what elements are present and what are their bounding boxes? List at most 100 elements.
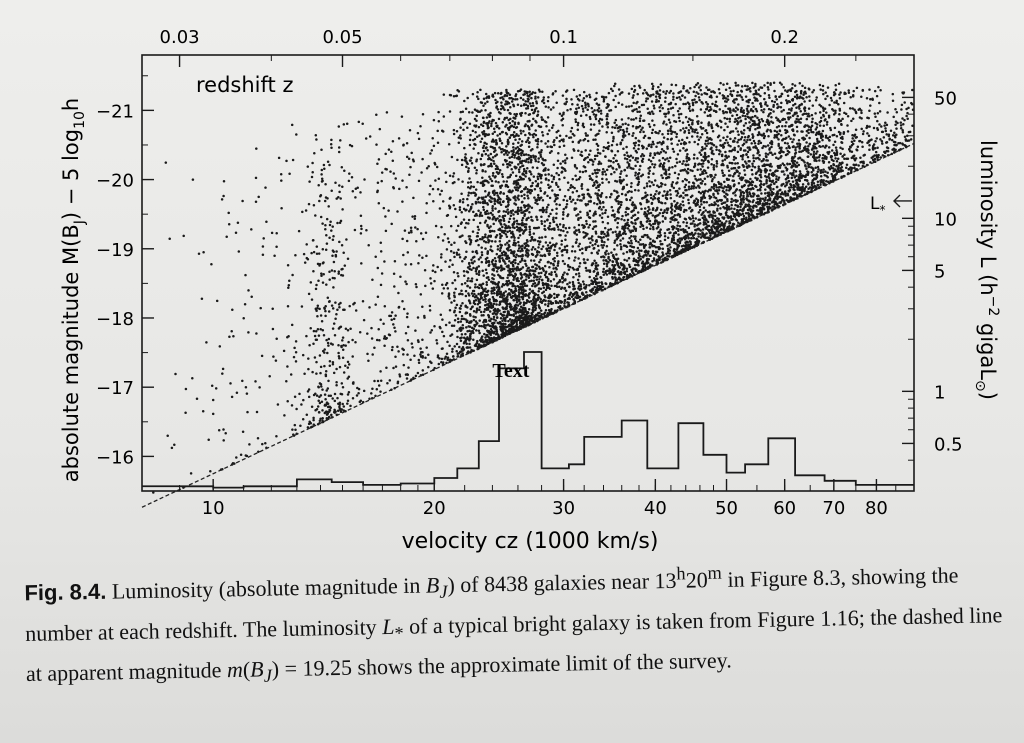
galaxy-point [491,206,494,210]
galaxy-point [406,312,409,315]
galaxy-point [528,211,531,214]
galaxy-point [478,237,482,241]
galaxy-point [316,315,319,318]
galaxy-point [514,256,518,259]
galaxy-point [500,173,504,176]
galaxy-point [421,356,424,359]
galaxy-point [335,197,338,200]
galaxy-point [506,204,509,208]
galaxy-point [456,329,459,333]
galaxy-point [293,346,296,350]
galaxy-point [487,113,491,116]
galaxy-point [464,294,468,298]
galaxy-point [592,269,596,273]
galaxy-point [490,249,494,253]
galaxy-point [329,143,333,146]
galaxy-point [619,243,622,246]
galaxy-point [480,260,484,264]
galaxy-point [508,97,512,100]
galaxy-point [494,101,498,105]
galaxy-point [536,193,540,197]
galaxy-point [517,223,521,226]
galaxy-point [486,121,489,125]
galaxy-point [631,201,635,204]
galaxy-point [412,196,415,200]
galaxy-point [634,174,637,177]
galaxy-point [580,104,584,108]
galaxy-point [575,238,579,241]
galaxy-point [326,417,329,420]
galaxy-point [483,289,486,293]
galaxy-point [492,292,496,295]
galaxy-point [475,310,478,314]
galaxy-point [504,290,507,293]
galaxy-point [482,104,485,107]
galaxy-point [461,180,464,183]
galaxy-point [314,214,317,217]
galaxy-point [507,140,510,144]
galaxy-point [527,292,531,296]
galaxy-point [410,342,414,345]
galaxy-point [486,341,489,344]
galaxy-point [376,266,380,270]
galaxy-point [516,89,520,93]
galaxy-point [317,252,321,255]
galaxy-point [517,186,520,190]
galaxy-point [548,287,552,291]
galaxy-point [441,200,445,203]
galaxy-point [552,220,555,224]
galaxy-point [502,317,506,320]
galaxy-point [704,129,707,132]
galaxy-point [546,194,549,198]
galaxy-point [490,329,494,333]
galaxy-point [453,345,456,348]
galaxy-point [515,323,519,326]
galaxy-point [505,305,509,308]
galaxy-point [391,159,395,162]
galaxy-point [628,198,632,202]
galaxy-point [482,239,486,243]
galaxy-point [421,338,424,342]
galaxy-point [487,264,491,268]
galaxy-point [337,150,341,154]
galaxy-point [313,334,317,338]
galaxy-point [453,278,457,282]
galaxy-point [521,216,525,220]
galaxy-point [344,327,348,330]
galaxy-point [518,137,521,141]
galaxy-point [433,163,437,166]
galaxy-point [572,88,576,92]
galaxy-point [452,271,456,274]
galaxy-point [587,153,591,156]
galaxy-point [492,315,496,319]
galaxy-point [520,273,523,277]
galaxy-point [413,215,417,218]
galaxy-point [489,211,493,215]
galaxy-point [446,237,450,240]
galaxy-point [705,131,709,135]
galaxy-point [405,141,409,145]
galaxy-point [498,303,501,307]
galaxy-point [499,236,502,240]
galaxy-point [344,344,347,347]
galaxy-point [455,229,458,232]
galaxy-point [445,361,448,365]
galaxy-point [613,241,616,245]
galaxy-point [452,204,456,207]
galaxy-point [638,105,641,109]
galaxy-point [346,257,350,261]
galaxy-point [604,208,608,212]
galaxy-point [485,260,489,264]
galaxy-point [475,114,478,118]
galaxy-point [658,109,662,113]
galaxy-point [540,116,543,119]
galaxy-point [301,417,305,421]
galaxy-point [646,107,649,111]
galaxy-point [466,126,469,129]
galaxy-point [644,100,648,103]
galaxy-point [565,202,569,206]
galaxy-point [456,355,460,358]
galaxy-point [532,175,536,178]
galaxy-point [505,257,508,260]
galaxy-point [492,309,496,312]
